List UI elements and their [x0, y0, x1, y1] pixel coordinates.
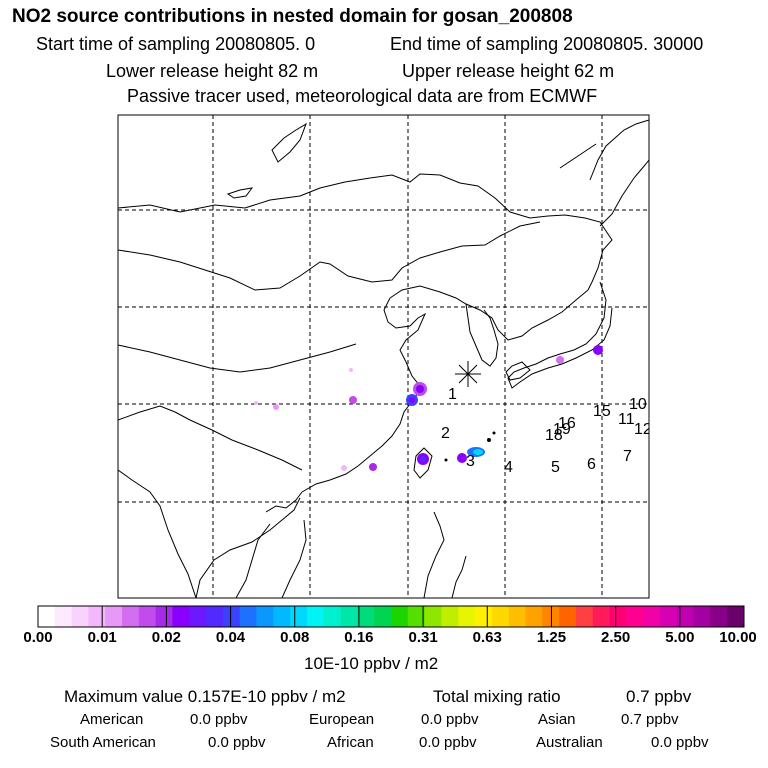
region-label: 16: [558, 415, 576, 432]
colorbar-swatch: [508, 606, 526, 627]
colorbar-swatch: [306, 606, 325, 627]
colorbar-swatch: [155, 606, 173, 627]
colorbar-swatch: [441, 606, 459, 627]
colorbar-swatch: [172, 606, 190, 627]
release-lower: Lower release height 82 m: [106, 61, 319, 81]
european-label: European: [309, 711, 375, 728]
colorbar-swatch: [575, 606, 594, 627]
african-label: African: [327, 734, 374, 751]
colorbar-swatch: [559, 606, 577, 627]
colorbar-swatch: [424, 606, 442, 627]
australian-value: 0.0 ppbv: [651, 734, 709, 751]
european-value: 0.0 ppbv: [421, 711, 479, 728]
colorbar-swatch: [71, 606, 89, 627]
region-label: 2: [441, 425, 450, 442]
american-value: 0.0 ppbv: [190, 711, 248, 728]
colorbar-swatch: [206, 606, 224, 627]
figure-title: NO2 source contributions in nested domai…: [12, 6, 573, 27]
colorbar-tick-label: 0.04: [215, 629, 246, 646]
tracer-note: Passive tracer used, meteorological data…: [127, 86, 598, 106]
total-mixing-value: 0.7 ppbv: [626, 687, 692, 706]
region-label: 12: [634, 421, 652, 438]
colorbar-swatch: [105, 606, 123, 627]
sampling-end: End time of sampling 20080805. 30000: [390, 34, 704, 54]
map-panel: 1 2 3 4 5 6 7 10 11 12 15 16 18 19: [118, 115, 652, 598]
colorbar-unit: 10E-10 ppbv / m2: [304, 654, 439, 673]
colorbar: [38, 606, 745, 627]
colorbar-tick-label: 10.00: [719, 629, 757, 646]
colorbar-swatch: [189, 606, 207, 627]
colorbar-swatch: [542, 606, 560, 627]
colorbar-tick-label: 0.16: [344, 629, 374, 646]
colorbar-tick-label: 0.01: [87, 629, 117, 646]
colorbar-swatch: [643, 606, 661, 627]
region-label: 10: [629, 396, 647, 413]
colorbar-swatch: [239, 606, 257, 627]
colorbar-swatch: [340, 606, 358, 627]
colorbar-swatch: [374, 606, 392, 627]
region-label: 6: [587, 456, 596, 473]
colorbar-swatch: [676, 606, 694, 627]
colorbar-swatch: [54, 606, 73, 627]
graticule: [118, 115, 649, 598]
region-label: 1: [448, 386, 457, 403]
african-value: 0.0 ppbv: [419, 734, 477, 751]
colorbar-swatch: [88, 606, 106, 627]
colorbar-tick-label: 0.31: [408, 629, 438, 646]
colorbar-ticks: [37, 606, 745, 627]
region-label: 15: [593, 403, 611, 420]
colorbar-swatch: [592, 606, 610, 627]
colorbar-swatch: [710, 606, 728, 627]
region-label: 5: [551, 459, 560, 476]
asian-label: Asian: [538, 711, 576, 728]
colorbar-swatch: [222, 606, 241, 627]
colorbar-tick-label: 1.25: [536, 629, 567, 646]
south-american-value: 0.0 ppbv: [208, 734, 266, 751]
region-labels: 1 2 3 4 5 6 7 10 11 12 15 16 18 19: [441, 386, 652, 476]
colorbar-swatch: [491, 606, 510, 627]
colorbar-tick-label: 0.08: [280, 629, 310, 646]
colorbar-swatch: [727, 606, 745, 627]
colorbar-swatch: [38, 606, 56, 627]
colorbar-swatch: [609, 606, 627, 627]
release-upper: Upper release height 62 m: [402, 61, 615, 81]
colorbar-tick-label: 5.00: [665, 629, 695, 646]
colorbar-swatch: [407, 606, 426, 627]
colorbar-tick-label: 0.63: [472, 629, 502, 646]
colorbar-swatch: [323, 606, 341, 627]
australian-label: Australian: [536, 734, 603, 751]
map-frame: [117, 114, 650, 599]
colorbar-swatch: [391, 606, 409, 627]
region-label: 11: [618, 411, 635, 428]
max-value: Maximum value 0.157E-10 ppbv / m2: [64, 687, 346, 706]
colorbar-swatch: [122, 606, 140, 627]
colorbar-tick-label: 0.02: [151, 629, 181, 646]
colorbar-swatch: [138, 606, 157, 627]
region-label: 4: [504, 459, 513, 476]
colorbar-swatch: [525, 606, 543, 627]
total-mixing-label: Total mixing ratio: [433, 687, 561, 706]
colorbar-swatch: [475, 606, 493, 627]
concentration-spots: [254, 345, 603, 471]
colorbar-tick-label: 2.50: [601, 629, 631, 646]
colorbar-swatch: [659, 606, 678, 627]
colorbar-tick-label: 0.00: [23, 629, 53, 646]
colorbar-swatch: [458, 606, 476, 627]
colorbar-swatch: [357, 606, 375, 627]
american-label: American: [80, 711, 144, 728]
asian-value: 0.7 ppbv: [621, 711, 679, 728]
south-american-label: South American: [50, 734, 156, 751]
region-label: 18: [545, 427, 563, 444]
colorbar-swatch: [290, 606, 308, 627]
colorbar-swatch: [693, 606, 711, 627]
region-label: 3: [466, 453, 475, 470]
colorbar-swatch: [626, 606, 644, 627]
gosan-star-icon: [455, 361, 481, 387]
region-label: 19: [553, 421, 571, 438]
colorbar-swatch: [273, 606, 291, 627]
sampling-start: Start time of sampling 20080805. 0: [36, 34, 316, 54]
colorbar-swatch: [256, 606, 274, 627]
region-label: 7: [623, 448, 632, 465]
